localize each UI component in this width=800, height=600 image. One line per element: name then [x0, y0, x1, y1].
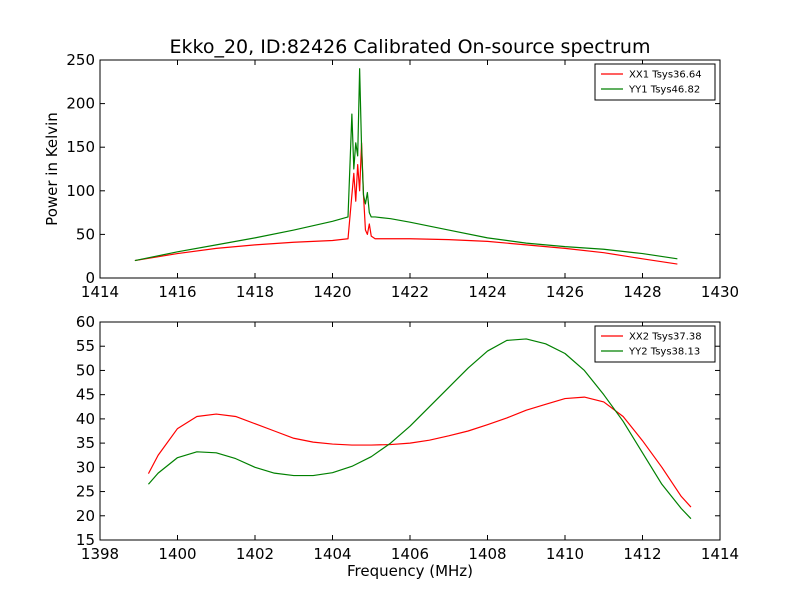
y-tick-label: 40: [76, 410, 95, 428]
x-tick-label: 1418: [236, 283, 274, 301]
legend-box: [594, 63, 716, 101]
legend: XX1 Tsys36.64 YY1 Tsys46.82: [594, 63, 716, 101]
x-tick-label: 1420: [313, 283, 351, 301]
x-tick-label: 1428: [623, 283, 661, 301]
series-line-1: [134, 142, 678, 265]
legend-box: [594, 325, 716, 363]
x-tick-label: 1408: [468, 545, 506, 563]
y-tick-label: 100: [66, 182, 95, 200]
series-line-2: [147, 338, 692, 520]
series-line-1: [147, 396, 692, 508]
y-tick-label: 25: [76, 483, 95, 501]
x-tick-label: 1412: [623, 545, 661, 563]
x-tick-label: 1430: [701, 283, 739, 301]
x-tick-label: 1398: [81, 545, 119, 563]
legend: XX2 Tsys37.38 YY2 Tsys38.13: [594, 325, 716, 363]
x-tick-label: 1414: [701, 545, 739, 563]
x-tick-label: 1416: [158, 283, 196, 301]
chart-title: Ekko_20, ID:82426 Calibrated On-source s…: [170, 36, 651, 58]
y-tick-label: 0: [85, 269, 95, 287]
legend-label: YY2 Tsys38.13: [628, 347, 700, 358]
y-tick-label: 250: [66, 51, 95, 69]
x-axis-title: Frequency (MHz): [347, 562, 473, 580]
y-tick-label: 45: [76, 386, 95, 404]
top-panel: 1414 1416 1418 1420 1422 1424 1426 1428 1430 0 50 1…: [43, 51, 739, 301]
y-tick-label: 15: [76, 531, 95, 549]
bottom-panel: 1398 1400 1402 1404 1406 1408 1410 1412 1414 15 20…: [76, 313, 739, 580]
legend-label: XX1 Tsys36.64: [629, 70, 702, 81]
y-tick-label: 60: [76, 313, 95, 331]
series-line-2: [134, 68, 678, 262]
legend-label: YY1 Tsys46.82: [628, 85, 700, 96]
x-tick-label: 1424: [468, 283, 506, 301]
y-tick-label: 55: [76, 337, 95, 355]
y-tick-label: 35: [76, 434, 95, 452]
y-tick-label: 50: [76, 361, 95, 379]
x-tick-label: 1406: [391, 545, 429, 563]
y-tick-label: 200: [66, 95, 95, 113]
y-tick-label: 30: [76, 458, 95, 476]
y-axis-title: Power in Kelvin: [43, 112, 61, 226]
x-tick-label: 1402: [236, 545, 274, 563]
y-tick-label: 20: [76, 507, 95, 525]
x-tick-label: 1410: [546, 545, 584, 563]
x-tick-label: 1426: [546, 283, 584, 301]
x-tick-label: 1414: [81, 283, 119, 301]
x-tick-label: 1400: [158, 545, 196, 563]
y-tick-label: 50: [76, 225, 95, 243]
legend-label: XX2 Tsys37.38: [629, 332, 702, 343]
y-tick-label: 150: [66, 138, 95, 156]
x-tick-label: 1404: [313, 545, 351, 563]
x-tick-label: 1422: [391, 283, 429, 301]
